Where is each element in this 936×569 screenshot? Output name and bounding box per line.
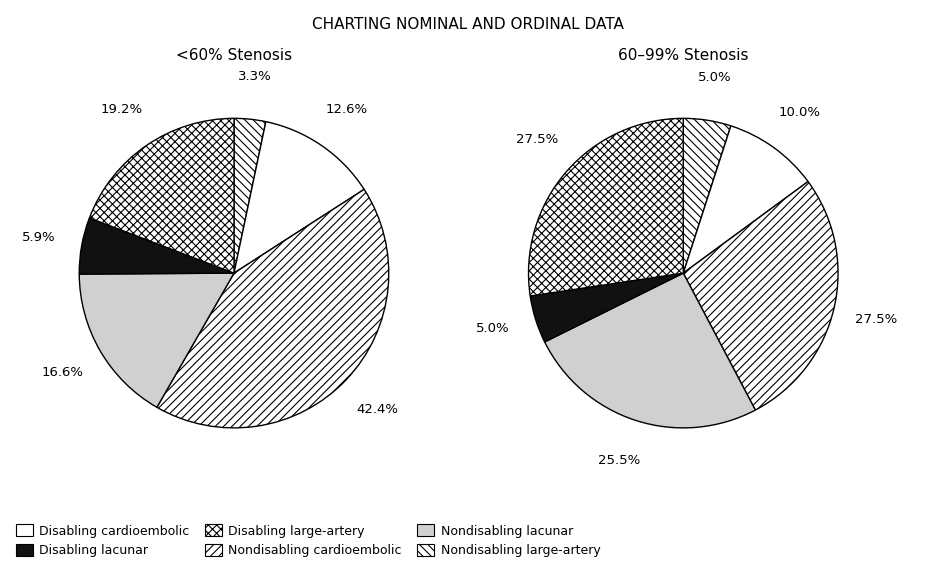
Title: 60–99% Stenosis: 60–99% Stenosis (618, 48, 749, 63)
Text: 3.3%: 3.3% (238, 69, 271, 83)
Wedge shape (545, 273, 755, 428)
Text: 27.5%: 27.5% (855, 313, 897, 326)
Wedge shape (529, 118, 683, 296)
Text: 5.0%: 5.0% (697, 71, 731, 84)
Text: 12.6%: 12.6% (326, 104, 368, 117)
Text: 5.9%: 5.9% (22, 232, 56, 244)
Wedge shape (683, 118, 731, 273)
Wedge shape (157, 189, 388, 428)
Text: CHARTING NOMINAL AND ORDINAL DATA: CHARTING NOMINAL AND ORDINAL DATA (312, 17, 624, 32)
Wedge shape (80, 273, 234, 407)
Text: 27.5%: 27.5% (516, 133, 558, 146)
Text: 10.0%: 10.0% (779, 106, 821, 119)
Text: 42.4%: 42.4% (357, 403, 399, 416)
Wedge shape (683, 182, 838, 410)
Text: 5.0%: 5.0% (476, 322, 510, 335)
Wedge shape (90, 118, 234, 273)
Wedge shape (80, 218, 234, 274)
Title: <60% Stenosis: <60% Stenosis (176, 48, 292, 63)
Wedge shape (234, 118, 266, 273)
Legend: Disabling cardioembolic, Disabling lacunar, Disabling large-artery, Nondisabling: Disabling cardioembolic, Disabling lacun… (16, 524, 600, 557)
Text: 25.5%: 25.5% (598, 454, 640, 467)
Text: 19.2%: 19.2% (100, 104, 142, 117)
Wedge shape (234, 122, 364, 273)
Text: 16.6%: 16.6% (42, 366, 84, 380)
Wedge shape (683, 126, 808, 273)
Wedge shape (530, 273, 683, 342)
